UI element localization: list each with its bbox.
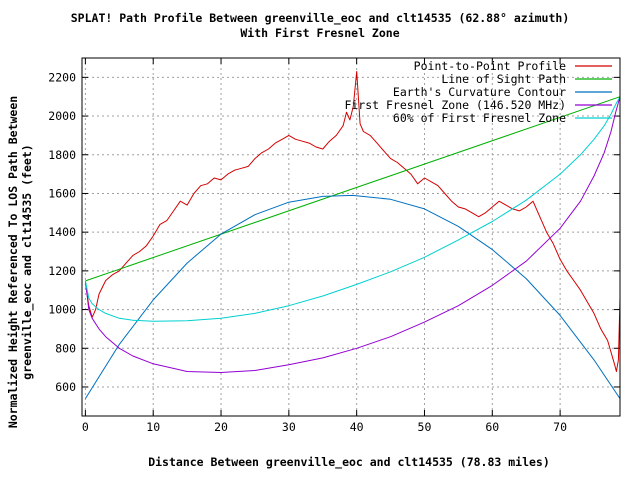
x-tick-label: 10: [146, 420, 160, 434]
series-layer: [84, 71, 621, 399]
legend-label: Line of Sight Path: [441, 72, 566, 86]
x-tick-label: 20: [214, 420, 228, 434]
series-line-earth-s-curvature-contour: [84, 194, 621, 399]
y-tick-label: 2000: [48, 109, 76, 123]
y-tick-label: 1400: [48, 225, 76, 239]
y-axis-label-line1: Normalized Height Referenced To LOS Path…: [6, 96, 20, 428]
x-tick-label: 50: [418, 420, 432, 434]
series-line-60-of-first-fresnel-zone: [84, 96, 621, 322]
y-tick-label: 1000: [48, 303, 76, 317]
chart-subtitle: With First Fresnel Zone: [240, 26, 400, 40]
x-tick-label: 0: [82, 420, 89, 434]
legend-label: 60% of First Fresnel Zone: [393, 111, 566, 125]
legend-label: Earth's Curvature Contour: [393, 85, 566, 99]
y-tick-label: 1200: [48, 264, 76, 278]
y-tick-label: 2200: [48, 70, 76, 84]
y-tick-label: 1800: [48, 148, 76, 162]
y-tick-label: 600: [55, 380, 76, 394]
x-tick-label: 60: [485, 420, 499, 434]
x-tick-label: 30: [282, 420, 296, 434]
x-tick-label: 40: [350, 420, 364, 434]
tick-labels: 0 10 20 30 40 50 60 70 600 800 1000 1200 1400 1600 180…: [48, 70, 567, 434]
chart-title: SPLAT! Path Profile Between greenville_e…: [70, 11, 570, 25]
legend-label: First Fresnel Zone (146.520 MHz): [344, 98, 566, 112]
legend-label: Point-to-Point Profile: [414, 59, 566, 73]
series-line-first-fresnel-zone-146-520-mhz: [84, 96, 621, 373]
series-line-point-to-point-profile: [84, 71, 621, 372]
series-line-line-of-sight-path: [85, 96, 621, 282]
plot-border: [81, 57, 621, 417]
x-axis-label: Distance Between greenville_eoc and clt1…: [148, 455, 550, 470]
grid-lines: [82, 58, 620, 416]
y-tick-label: 800: [55, 341, 76, 355]
y-axis-label-line2: greenville_eoc and clt14535 (feet): [20, 144, 35, 379]
y-tick-label: 1600: [48, 186, 76, 200]
x-tick-label: 70: [553, 420, 567, 434]
